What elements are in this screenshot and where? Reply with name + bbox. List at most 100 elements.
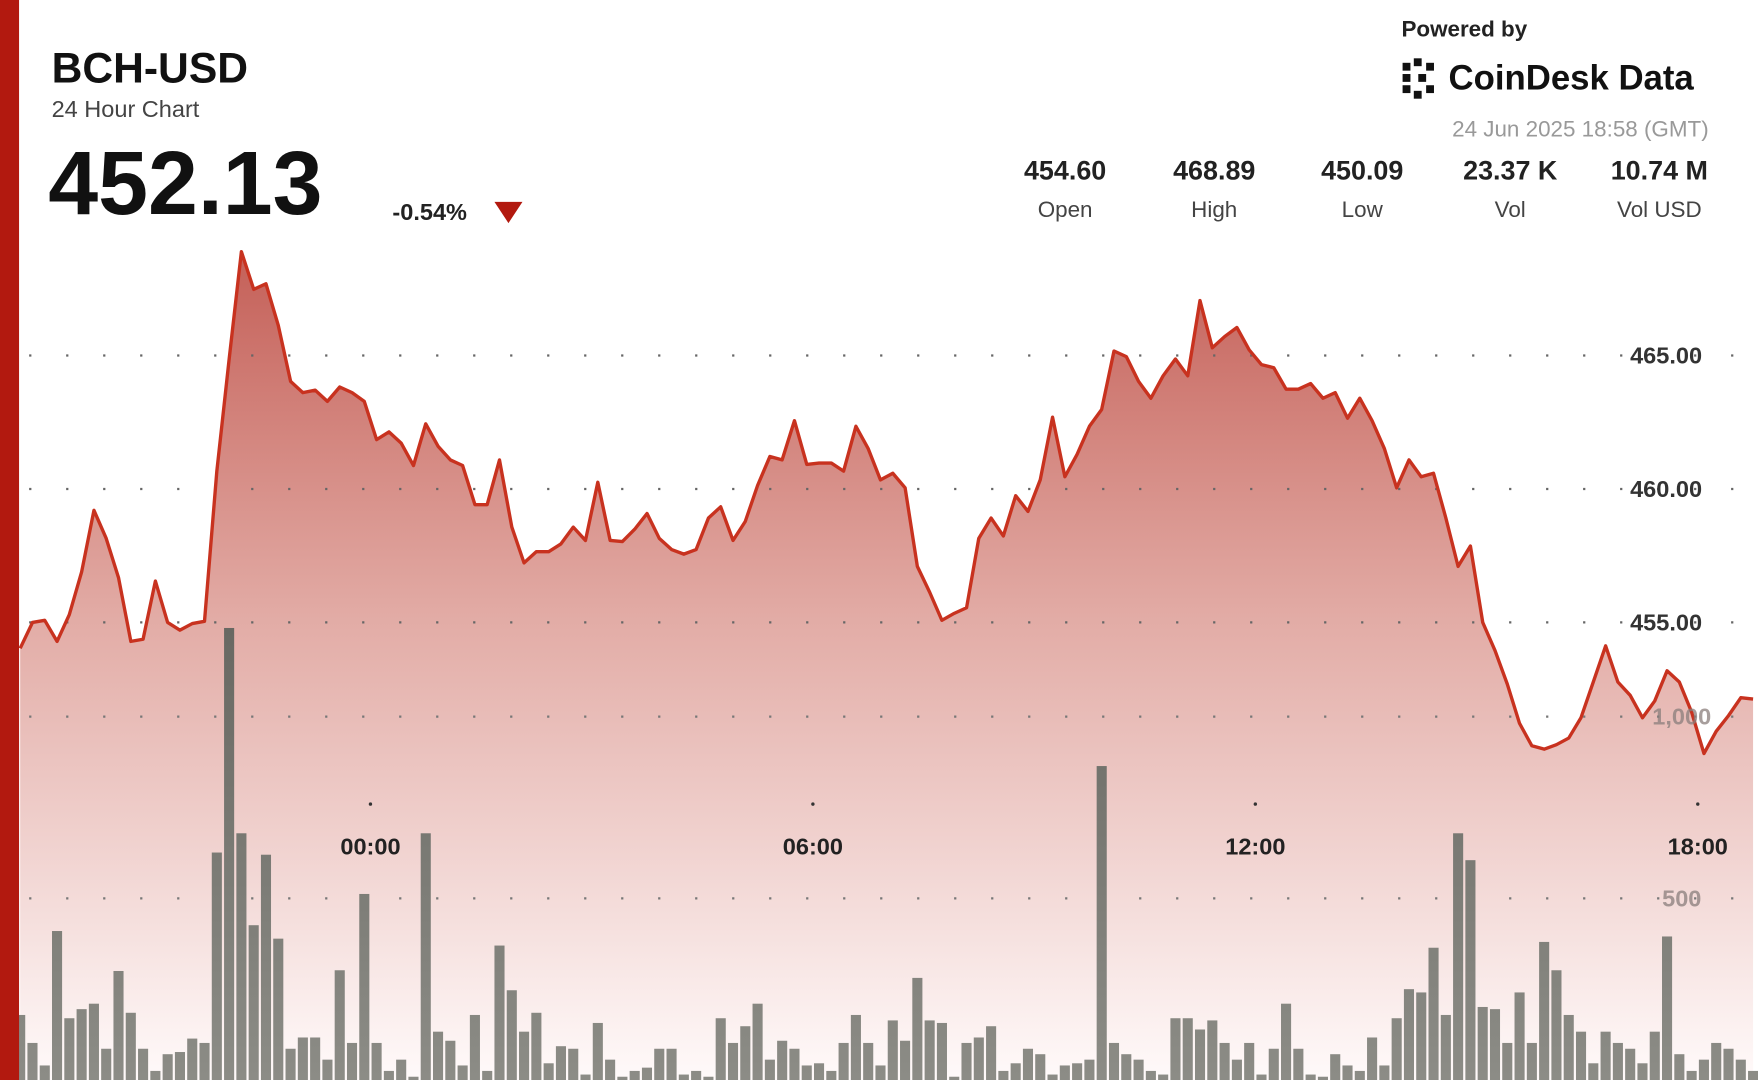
volume-bar <box>1354 1070 1365 1080</box>
volume-bar <box>1686 1070 1697 1080</box>
x-tick-mark <box>368 802 373 806</box>
volume-bar <box>1563 1014 1574 1080</box>
volume-bar <box>1281 1003 1292 1080</box>
price-change: -0.54% <box>392 199 467 225</box>
stat-label: Vol <box>1495 197 1526 222</box>
symbol-title: BCH-USD <box>52 44 248 92</box>
volume-bar <box>88 1003 99 1080</box>
volume-bar <box>1047 1074 1058 1080</box>
volume-bar <box>15 1014 26 1080</box>
volume-bar <box>1022 1048 1034 1080</box>
stats: 454.60 Open 468.89 High 450.09 Low 23.37 K Vol 1… <box>1024 155 1708 222</box>
volume-bar <box>27 1042 38 1080</box>
volume-bar <box>1612 1042 1623 1080</box>
volume-bar <box>641 1067 653 1080</box>
volume-bar <box>1637 1063 1648 1080</box>
volume-bar <box>752 1003 763 1080</box>
volume-bar <box>912 977 923 1080</box>
volume-bar <box>1244 1042 1255 1080</box>
volume-bar <box>900 1040 911 1080</box>
volume-bar <box>1158 1074 1169 1080</box>
volume-bar <box>1133 1059 1144 1080</box>
volume-bar <box>162 1054 173 1080</box>
volume-bar <box>273 938 284 1080</box>
stat-label: Low <box>1342 197 1384 222</box>
volume-bar <box>1194 1029 1206 1080</box>
y2-tick-label: 500 <box>1662 885 1701 911</box>
volume-bar <box>469 1014 480 1080</box>
volume-bar <box>875 1065 886 1080</box>
volume-bar <box>568 1048 579 1080</box>
volume-bar <box>949 1076 960 1080</box>
volume-bar <box>691 1070 702 1080</box>
volume-bar <box>371 1042 382 1080</box>
volume-bar <box>826 1070 837 1080</box>
x-tick-mark <box>1696 802 1700 806</box>
volume-bar <box>64 1018 75 1080</box>
plot-area: 455.00 460.00 465.00 500 1,000 00:00 06:00 12:0… <box>15 249 1758 1080</box>
volume-bar <box>420 833 431 1080</box>
volume-bar <box>224 627 235 1080</box>
volume-bar <box>1489 1009 1501 1080</box>
volume-bar <box>1293 1048 1304 1080</box>
volume-bar <box>1440 1014 1451 1080</box>
volume-bar <box>310 1037 321 1080</box>
volume-bar <box>1096 766 1107 1080</box>
volume-bar <box>125 1012 136 1080</box>
volume-bar <box>285 1048 296 1080</box>
price-line <box>18 249 1754 756</box>
volume-bar <box>150 1070 161 1080</box>
volume-bar <box>936 1022 947 1080</box>
brand-logo <box>1402 58 1434 99</box>
timestamp: 24 Jun 2025 18:58 (GMT) <box>1452 116 1709 141</box>
volume-bar <box>519 1031 530 1080</box>
volume-bar <box>1539 941 1550 1080</box>
volume-bar <box>39 1065 50 1080</box>
x-tick-label: 12:00 <box>1225 834 1285 860</box>
volume-bar <box>396 1059 407 1080</box>
volume-bar <box>1649 1031 1660 1080</box>
volume-bar <box>322 1059 333 1080</box>
volume-bar <box>482 1070 493 1080</box>
stat-label: Vol USD <box>1617 197 1702 222</box>
accent-bar <box>0 0 20 1080</box>
current-price: 452.13 <box>48 134 322 234</box>
stat-value: 23.37 K <box>1463 155 1558 185</box>
volume-bar <box>1059 1065 1070 1080</box>
volume-bar <box>961 1042 972 1080</box>
volume-bar <box>617 1076 628 1080</box>
volume-bar <box>1477 1006 1488 1080</box>
volume-bar <box>531 1012 542 1080</box>
stat-value: 454.60 <box>1024 155 1106 185</box>
volume-bar <box>703 1076 714 1080</box>
volume-bar <box>740 1026 751 1080</box>
volume-bar <box>1502 1042 1513 1080</box>
y-tick-label: 460.00 <box>1630 476 1702 502</box>
volume-bar <box>199 1042 210 1080</box>
x-tick-label: 06:00 <box>783 834 843 860</box>
volume-bar <box>666 1048 677 1080</box>
volume-bar <box>1330 1054 1341 1080</box>
volume-bar <box>1662 936 1673 1080</box>
volume-bar <box>1342 1065 1353 1080</box>
volume-bar <box>838 1042 849 1080</box>
volume-bar <box>1145 1070 1156 1080</box>
volume-bar <box>432 1031 444 1080</box>
volume-bar <box>1317 1076 1328 1080</box>
volume-bar <box>248 925 259 1080</box>
volume-bar <box>1453 833 1464 1080</box>
y-tick-label: 465.00 <box>1630 343 1702 369</box>
volume-bar <box>1219 1042 1230 1080</box>
volume-bar <box>924 1020 935 1080</box>
volume-bar <box>1416 992 1427 1080</box>
volume-bar <box>408 1076 419 1080</box>
volume-bar <box>1379 1065 1390 1080</box>
volume-bar <box>334 970 345 1080</box>
volume-bar <box>727 1042 739 1080</box>
volume-bar <box>1711 1042 1722 1080</box>
volume-bar <box>1600 1031 1611 1080</box>
volume-bar <box>1121 1054 1132 1080</box>
volume-bar <box>1268 1048 1279 1080</box>
volume-bar <box>1551 970 1562 1080</box>
